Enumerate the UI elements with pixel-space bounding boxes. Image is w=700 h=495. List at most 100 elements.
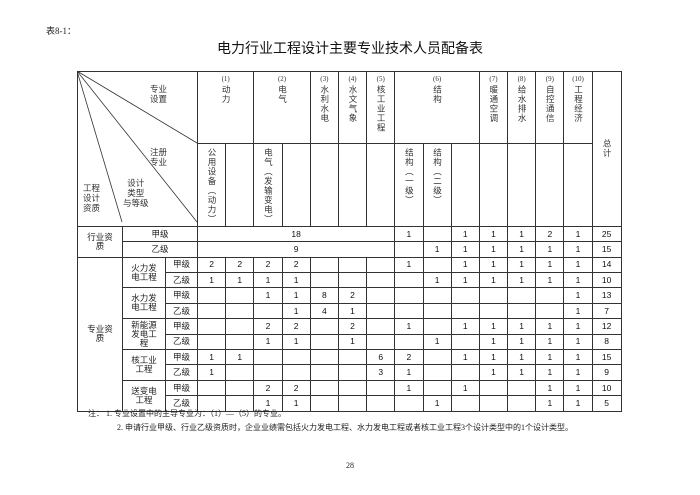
value-cell: 1 [253,333,283,351]
note-2: 2. 申请行业甲级、行业乙级资质时，企业业绩需包括火力发电工程、水力发电工程或者… [117,423,573,432]
total-cell: 14 [591,256,622,274]
total-header: 总计 [591,71,622,227]
total-cell: 25 [591,225,622,243]
value-cell: 1 [253,287,283,304]
registered-specialty-cell [281,143,311,227]
value-cell: 1 [507,272,537,289]
value-cell: 1 [253,395,283,412]
value-cell: 1 [394,318,424,335]
note-1: 1. 专业设置中的主导专业为：（1）—（5）的专业。 [106,409,286,418]
value-cell [225,302,255,320]
value-cell [422,256,452,274]
registered-specialty-cell [309,143,339,227]
table-row: 乙级 1 1 1 1 1 1 1 1 1 1 10 [78,272,622,289]
value-cell [225,318,255,335]
value-cell [196,302,227,320]
value-cell [366,272,396,289]
grade-label: 甲级 [122,225,198,243]
value-cell: 1 [478,256,509,274]
table-row: 乙级 1 1 1 1 1 5 [78,395,622,412]
value-cell: 1 [563,225,593,243]
value-cell: 1 [478,333,509,351]
value-cell: 2 [394,349,424,366]
value-cell: 2 [337,287,368,304]
specialty-number: (5) [376,75,385,83]
value-cell [422,225,452,243]
specialty-number: (10) [572,75,584,83]
registered-specialty-cell [450,143,480,227]
value-cell [422,318,452,335]
value-cell [366,379,396,397]
grade-label: 乙级 [165,395,198,412]
value-cell [422,379,452,397]
value-cell: 1 [478,364,509,381]
value-cell: 1 [563,287,593,304]
value-cell [225,333,255,351]
value-cell [535,302,565,320]
value-cell: 1 [507,333,537,351]
grade-label: 甲级 [165,256,198,274]
value-cell [196,333,227,351]
value-cell: 1 [535,256,565,274]
value-cell: 1 [337,333,368,351]
value-cell [422,287,452,304]
value-cell [337,272,368,289]
staffing-table: (1) 动力 (2) 电气 (3) 水利水电 (4) 水文气象 (5) 核工业工程 (6) 结构 (7)… [77,71,622,412]
value-cell: 1 [563,256,593,274]
value-cell [281,349,311,366]
value-cell [309,272,339,289]
total-cell: 10 [591,379,622,397]
value-cell [309,349,339,366]
table-row: 专业资质 火力发电工程 甲级 2 2 2 2 1 1 1 1 1 1 14 [77,256,622,412]
value-cell: 1 [535,364,565,381]
design-type-label: 火力发电工程 [122,256,166,289]
registered-specialty: 结构（一级） [404,148,415,205]
table-row: 行业资质 甲级 18 1 1 1 1 2 1 25 [77,225,622,258]
corner-design-type-grade: 设计 类型 与等级 [123,178,149,209]
specialty-number: (4) [348,75,357,83]
value-cell [281,364,311,381]
value-cell [366,318,396,335]
specialty-name: 暖通空调 [488,85,499,124]
value-cell [309,364,339,381]
value-cell: 2 [196,256,227,274]
value-cell: 1 [196,364,227,381]
registered-specialty-cell [535,143,565,227]
merged-value: 18 [196,225,396,243]
specialty-header: (1) 动力 [196,71,255,144]
specialty-name: 核工业工程 [376,85,387,133]
corner-registered-specialty: 注册 专业 [150,147,168,168]
design-type-label: 水力发电工程 [122,287,166,320]
specialty-header: (7) 暖通空调 [478,71,509,144]
value-cell: 1 [394,225,424,243]
value-cell: 1 [563,379,593,397]
value-cell: 1 [281,287,311,304]
value-cell: 1 [507,318,537,335]
value-cell: 1 [281,302,311,320]
specialty-number: (8) [517,75,526,83]
value-cell: 2 [225,256,255,274]
value-cell: 2 [253,318,283,335]
value-cell [337,349,368,366]
value-cell [394,287,424,304]
notes-prefix: 注： [88,409,104,418]
value-cell: 1 [563,302,593,320]
value-cell: 1 [450,256,480,274]
specialty-name: 自控通信 [545,85,556,124]
grade-label: 甲级 [165,379,198,397]
value-cell [394,333,424,351]
registered-specialty-cell [337,143,368,227]
specialty-header: (2) 电气 [253,71,311,144]
total-cell: 15 [591,349,622,366]
table-label: 表8-1： [46,26,76,36]
value-cell: 1 [563,364,593,381]
value-cell [225,379,255,397]
grade-label: 乙级 [165,272,198,289]
value-cell [394,302,424,320]
value-cell: 1 [394,256,424,274]
value-cell: 1 [563,395,593,412]
value-cell: 1 [196,272,227,289]
grade-label: 甲级 [165,287,198,304]
value-cell: 1 [450,272,480,289]
value-cell: 1 [450,241,480,258]
